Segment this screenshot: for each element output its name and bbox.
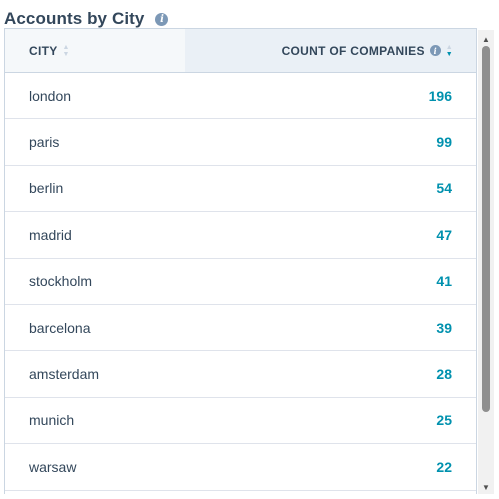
scroll-down-arrow-icon[interactable]: ▼ <box>482 482 490 492</box>
count-cell[interactable]: 47 <box>436 226 452 243</box>
count-cell[interactable]: 41 <box>436 273 452 290</box>
sort-up-icon: ▲ <box>445 43 453 51</box>
city-cell: stockholm <box>29 273 93 290</box>
sort-icon: ▲ ▼ <box>63 44 70 58</box>
count-cell[interactable]: 28 <box>436 366 452 383</box>
table-row: stockholm 41 <box>5 259 476 305</box>
column-header-count-label: COUNT OF COMPANIES <box>281 43 425 58</box>
scroll-up-arrow-icon[interactable]: ▲ <box>482 34 490 44</box>
scrollbar-thumb[interactable] <box>482 46 490 412</box>
city-cell: munich <box>29 412 75 429</box>
city-cell: warsaw <box>29 458 77 475</box>
table-header: CITY ▲ ▼ COUNT OF COMPANIES i ▲ ▼ <box>5 29 476 73</box>
city-cell: london <box>29 87 72 104</box>
column-header-count[interactable]: COUNT OF COMPANIES i ▲ ▼ <box>185 29 476 72</box>
table-row: barcelona 39 <box>5 305 476 352</box>
table-row: warsaw 22 <box>5 444 476 491</box>
column-header-city-label: CITY <box>29 43 58 58</box>
sort-down-active-icon: ▼ <box>445 50 453 58</box>
table-row: berlin 54 <box>5 166 476 213</box>
city-cell: madrid <box>29 226 72 243</box>
table-body: london 196 paris 99 berlin 54 madrid 47 … <box>5 73 476 491</box>
vertical-scrollbar[interactable]: ▲ ▼ <box>478 30 494 494</box>
city-cell: amsterdam <box>29 366 100 383</box>
count-cell[interactable]: 22 <box>436 458 452 475</box>
count-cell[interactable]: 54 <box>436 180 452 197</box>
city-cell: berlin <box>29 180 64 197</box>
report-header: Accounts by City i <box>4 8 169 30</box>
column-header-city[interactable]: CITY ▲ ▼ <box>5 29 185 72</box>
table-row: london 196 <box>5 73 476 120</box>
count-cell[interactable]: 25 <box>436 412 452 429</box>
count-cell[interactable]: 196 <box>428 87 452 104</box>
table-row: paris 99 <box>5 119 476 166</box>
table-row: amsterdam 28 <box>5 351 476 398</box>
table-row: madrid 47 <box>5 212 476 259</box>
info-icon[interactable]: i <box>155 12 169 26</box>
sort-icon: ▲ ▼ <box>446 44 453 58</box>
table-row: munich 25 <box>5 398 476 445</box>
city-cell: barcelona <box>29 319 91 336</box>
report-title: Accounts by City <box>4 9 145 28</box>
info-icon[interactable]: i <box>429 45 441 56</box>
sort-up-icon: ▲ <box>62 43 70 51</box>
data-table: CITY ▲ ▼ COUNT OF COMPANIES i ▲ ▼ london… <box>4 28 477 494</box>
sort-down-icon: ▼ <box>62 50 70 58</box>
count-cell[interactable]: 99 <box>436 134 452 151</box>
city-cell: paris <box>29 134 60 151</box>
count-cell[interactable]: 39 <box>436 319 452 336</box>
